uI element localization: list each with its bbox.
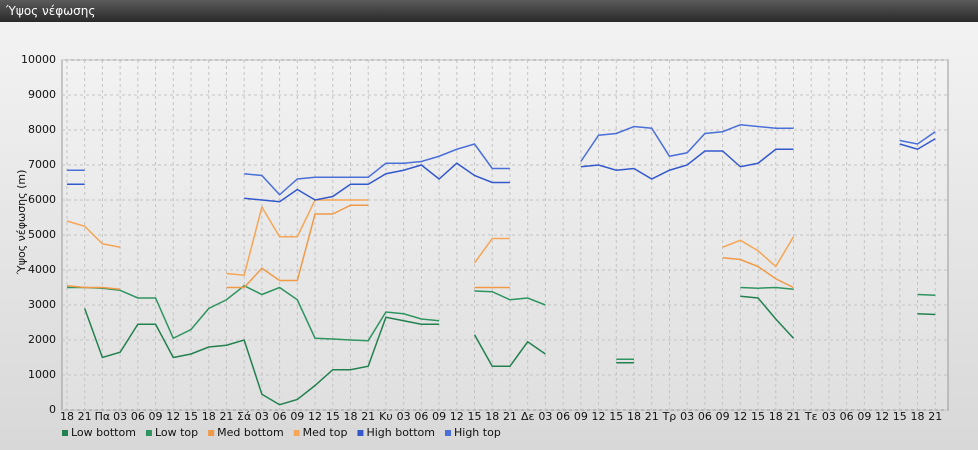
series-line <box>83 295 936 406</box>
legend-swatch <box>208 430 215 436</box>
x-tick-label: 12 <box>875 410 889 423</box>
x-tick-label: 18 <box>627 410 641 423</box>
x-tick-label: Πα <box>95 410 111 423</box>
x-tick-label: 06 <box>131 410 145 423</box>
x-tick-label: 06 <box>698 410 712 423</box>
x-tick-label: 03 <box>255 410 269 423</box>
x-tick-label: 21 <box>78 410 92 423</box>
y-axis-label: Ύψος νέφωσης (m) <box>15 170 28 276</box>
legend-label: Low bottom <box>71 426 136 439</box>
x-tick-label: Τε <box>804 410 818 423</box>
x-tick-label: 15 <box>609 410 623 423</box>
x-tick-label: 09 <box>432 410 446 423</box>
legend-swatch <box>293 430 300 436</box>
window-title: Ύψος νέφωσης <box>0 0 978 22</box>
x-tick-label: 15 <box>468 410 482 423</box>
legend-label: Low top <box>155 426 198 439</box>
x-tick-label: Τρ <box>662 410 677 423</box>
y-tick-label: 3000 <box>28 298 56 311</box>
x-tick-label: 18 <box>485 410 499 423</box>
x-tick-label: 03 <box>113 410 127 423</box>
legend-swatch <box>145 430 152 436</box>
y-tick-label: 7000 <box>28 158 56 171</box>
x-tick-label: 21 <box>503 410 517 423</box>
y-tick-label: 2000 <box>28 333 56 346</box>
y-tick-label: 10000 <box>21 53 56 66</box>
legend-swatch <box>62 430 68 436</box>
x-tick-label: 21 <box>786 410 800 423</box>
series-line <box>66 199 795 277</box>
x-tick-label: 06 <box>414 410 428 423</box>
x-tick-label: 18 <box>60 410 74 423</box>
x-tick-label: 09 <box>149 410 163 423</box>
x-tick-label: 06 <box>840 410 854 423</box>
legend-label: High top <box>454 426 501 439</box>
x-tick-label: 03 <box>822 410 836 423</box>
x-tick-label: 09 <box>574 410 588 423</box>
x-tick-label: 12 <box>308 410 322 423</box>
x-tick-label: 18 <box>911 410 925 423</box>
x-tick-label: 12 <box>450 410 464 423</box>
series-line <box>66 123 936 196</box>
y-tick-label: 4000 <box>28 263 56 276</box>
x-tick-label: Δε <box>521 410 535 423</box>
x-tick-label: 15 <box>326 410 340 423</box>
x-tick-label: 21 <box>361 410 375 423</box>
x-tick-label: 09 <box>716 410 730 423</box>
series-line <box>66 138 936 203</box>
x-tick-label: 21 <box>645 410 659 423</box>
x-tick-label: Κυ <box>379 410 393 423</box>
x-tick-label: 12 <box>733 410 747 423</box>
chart: Ύψος νέφωσης (m) 0 1000 2000 3000 4000 5000 60… <box>15 53 949 439</box>
y-tick-label: 1000 <box>28 368 56 381</box>
legend-swatch <box>445 430 451 436</box>
x-tick-label: 03 <box>538 410 552 423</box>
legend-label: High bottom <box>366 426 435 439</box>
y-tick-label: 5000 <box>28 228 56 241</box>
x-tick-label: 12 <box>592 410 606 423</box>
x-tick-label: 21 <box>928 410 942 423</box>
x-tick-label: 15 <box>751 410 765 423</box>
x-tick-label: Σά <box>237 410 251 423</box>
x-tick-label: 18 <box>769 410 783 423</box>
x-tick-label: 21 <box>219 410 233 423</box>
x-tick-label: 18 <box>202 410 216 423</box>
x-tick-label: 03 <box>680 410 694 423</box>
x-tick-label: 06 <box>273 410 287 423</box>
legend-label: Med bottom <box>217 426 284 439</box>
x-tick-label: 03 <box>397 410 411 423</box>
x-tick-label: 12 <box>166 410 180 423</box>
y-tick-label: 0 <box>49 403 56 416</box>
series-line <box>66 284 936 360</box>
x-tick-label: 09 <box>290 410 304 423</box>
x-tick-label: 06 <box>556 410 570 423</box>
legend-label: Med top <box>303 426 348 439</box>
x-tick-label: 09 <box>857 410 871 423</box>
y-tick-label: 8000 <box>28 123 56 136</box>
y-tick-label: 9000 <box>28 88 56 101</box>
y-tick-label: 6000 <box>28 193 56 206</box>
legend-swatch <box>357 430 364 436</box>
series-line <box>66 204 794 290</box>
x-tick-label: 18 <box>343 410 357 423</box>
x-tick-label: 15 <box>893 410 907 423</box>
x-tick-label: 15 <box>184 410 198 423</box>
